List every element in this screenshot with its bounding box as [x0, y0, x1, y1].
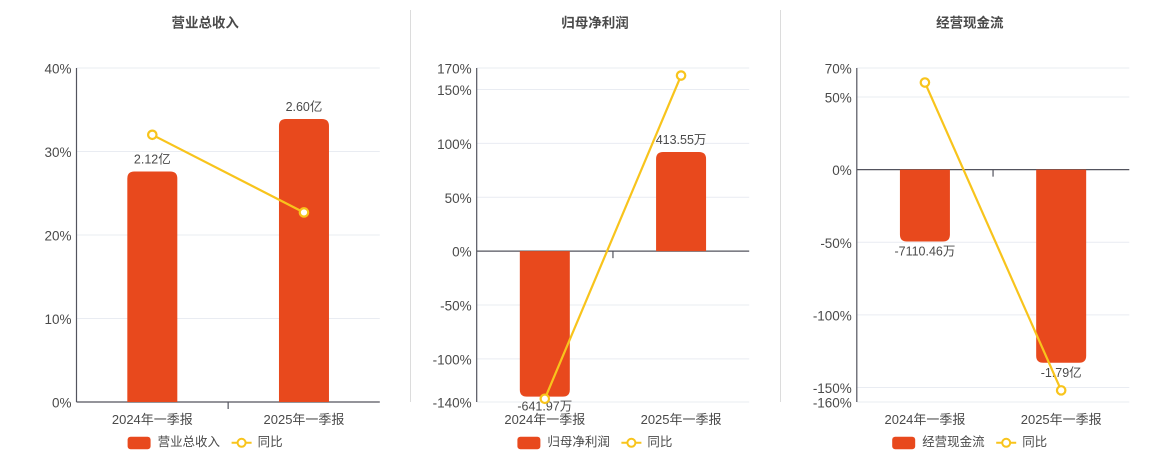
svg-text:0%: 0%	[833, 163, 853, 178]
svg-text:-140%: -140%	[433, 396, 472, 411]
svg-text:2.60亿: 2.60亿	[286, 99, 323, 114]
svg-text:20%: 20%	[44, 228, 71, 243]
svg-text:-160%: -160%	[813, 395, 852, 410]
svg-text:2024年一季报: 2024年一季报	[885, 412, 966, 427]
svg-text:经营现金流: 经营现金流	[936, 15, 1004, 31]
svg-text:归母净利润: 归母净利润	[548, 435, 611, 449]
svg-text:2025年一季报: 2025年一季报	[1021, 412, 1102, 427]
svg-text:-150%: -150%	[813, 381, 852, 396]
svg-text:2024年一季报: 2024年一季报	[112, 412, 193, 427]
svg-text:170%: 170%	[438, 62, 473, 77]
svg-text:-100%: -100%	[433, 352, 472, 367]
svg-text:2025年一季报: 2025年一季报	[264, 412, 345, 427]
svg-text:营业总收入: 营业总收入	[171, 15, 239, 31]
svg-text:同比: 同比	[648, 435, 673, 449]
svg-text:同比: 同比	[258, 435, 283, 449]
svg-text:-100%: -100%	[813, 308, 852, 323]
svg-text:50%: 50%	[825, 91, 852, 106]
svg-text:同比: 同比	[1023, 435, 1048, 449]
svg-text:10%: 10%	[44, 312, 71, 327]
svg-text:经营现金流: 经营现金流	[923, 434, 986, 449]
svg-text:-1.79亿: -1.79亿	[1041, 365, 1082, 380]
svg-text:50%: 50%	[445, 191, 472, 206]
svg-text:2024年一季报: 2024年一季报	[505, 412, 586, 427]
svg-text:-50%: -50%	[441, 299, 473, 314]
svg-text:413.55万: 413.55万	[656, 133, 707, 147]
svg-text:0%: 0%	[52, 395, 71, 410]
svg-text:40%: 40%	[44, 62, 71, 77]
svg-text:归母净利润: 归母净利润	[562, 15, 630, 31]
svg-text:0%: 0%	[453, 245, 473, 260]
svg-text:2025年一季报: 2025年一季报	[641, 412, 722, 427]
svg-text:70%: 70%	[825, 62, 852, 77]
svg-text:150%: 150%	[438, 83, 473, 98]
svg-text:-50%: -50%	[821, 236, 852, 251]
svg-text:30%: 30%	[44, 145, 71, 160]
svg-text:100%: 100%	[438, 137, 473, 152]
svg-text:营业总收入: 营业总收入	[158, 435, 221, 449]
svg-text:2.12亿: 2.12亿	[134, 152, 171, 167]
svg-text:-7110.46万: -7110.46万	[895, 245, 956, 259]
